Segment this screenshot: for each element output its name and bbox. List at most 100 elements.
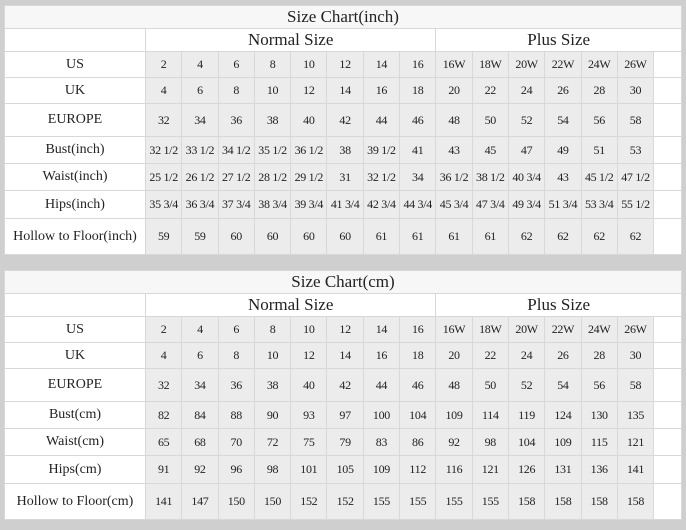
group-plus-size: Plus Size [435,28,682,52]
size-value: 51 3/4 [544,190,582,219]
size-value: 72 [253,428,292,456]
size-value: 12 [326,316,364,343]
size-value: 10 [253,77,292,104]
size-value: 16W [435,51,473,78]
size-value: 158 [544,483,582,520]
size-value: 16W [435,316,473,343]
size-value: 42 [326,368,364,402]
size-value: 16 [399,316,437,343]
size-value: 22W [544,51,582,78]
group-normal-size: Normal Size [144,293,437,317]
size-value: 36 3/4 [181,190,219,219]
size-value: 141 [144,483,183,520]
size-value: 49 3/4 [507,190,546,219]
size-value: 50 [471,368,509,402]
table-title: Size Chart(cm) [4,270,682,294]
size-value: 158 [507,483,546,520]
size-value: 54 [544,368,582,402]
size-table: Size Chart(inch) Normal Size Plus Size US… [4,5,682,255]
size-value: 42 3/4 [362,190,401,219]
table-row: UK 4 6 8 10 12 14 16 18 20 22 24 26 28 30 [4,77,682,104]
corner-cell [4,293,146,317]
size-value: 45 3/4 [435,190,473,219]
size-value: 155 [362,483,401,520]
size-value: 112 [399,455,437,484]
spacer-cell [653,103,682,137]
size-value: 96 [217,455,255,484]
size-value: 14 [326,77,364,104]
size-value: 82 [144,401,183,429]
size-value: 26W [616,51,655,78]
size-value: 109 [362,455,401,484]
size-value: 121 [616,428,655,456]
size-value: 61 [435,218,473,255]
size-value: 20 [435,342,473,369]
size-value: 100 [362,401,401,429]
size-value: 61 [362,218,401,255]
size-value: 24W [580,316,618,343]
size-value: 158 [616,483,655,520]
size-value: 38 [253,368,292,402]
size-value: 41 3/4 [326,190,364,219]
size-value: 28 [580,342,618,369]
size-value: 50 [471,103,509,137]
table-row: Hollow to Floor(cm) 141 147 150 150 152 152 155… [4,483,682,520]
size-value: 40 3/4 [507,163,546,191]
size-value: 121 [471,455,509,484]
size-value: 16 [362,342,401,369]
size-value: 32 1/2 [362,163,401,191]
size-value: 59 [144,218,183,255]
size-value: 31 [326,163,364,191]
size-value: 6 [181,77,219,104]
size-value: 93 [290,401,328,429]
size-value: 22W [544,316,582,343]
size-value: 16 [399,51,437,78]
table-row: EUROPE 32 34 36 38 40 42 44 46 48 50 52 54 56 58 [4,103,682,137]
size-value: 22 [471,77,509,104]
size-value: 6 [217,316,255,343]
size-value: 150 [217,483,255,520]
size-value: 47 1/2 [616,163,655,191]
size-value: 4 [144,342,183,369]
size-value: 109 [544,428,582,456]
size-value: 62 [580,218,618,255]
table-row: EUROPE 32 34 36 38 40 42 44 46 48 50 52 54 56 58 [4,368,682,402]
size-value: 2 [144,316,183,343]
row-label: Bust(cm) [4,401,146,429]
size-value: 30 [616,77,655,104]
size-value: 24 [507,77,546,104]
size-value: 12 [290,77,328,104]
size-value: 37 3/4 [217,190,255,219]
size-value: 28 1/2 [253,163,292,191]
size-value: 18 [399,77,437,104]
row-label: Hips(cm) [4,455,146,484]
size-value: 152 [290,483,328,520]
size-chart-inch: Size Chart(inch) Normal Size Plus Size US… [4,5,682,255]
size-value: 62 [544,218,582,255]
size-value: 119 [507,401,546,429]
row-label: Hollow to Floor(cm) [4,483,146,520]
size-value: 92 [435,428,473,456]
size-value: 12 [290,342,328,369]
size-value: 104 [507,428,546,456]
table-row: Hips(inch) 35 3/4 36 3/4 37 3/4 38 3/4 39 3/4… [4,190,682,219]
size-value: 6 [181,342,219,369]
size-value: 36 [217,368,255,402]
size-value: 131 [544,455,582,484]
corner-cell [4,28,146,52]
row-label: UK [4,342,146,369]
size-value: 16 [362,77,401,104]
row-label: EUROPE [4,368,146,402]
size-value: 124 [544,401,582,429]
size-value: 56 [580,368,618,402]
size-value: 4 [181,316,219,343]
size-value: 36 1/2 [435,163,473,191]
size-value: 90 [253,401,292,429]
table-row: Hips(cm) 91 92 96 98 101 105 109 112 116 121 126 131… [4,455,682,484]
size-value: 14 [362,51,401,78]
size-value: 43 [435,136,473,164]
size-value: 60 [217,218,255,255]
size-value: 46 [399,103,437,137]
size-table: Size Chart(cm) Normal Size Plus Size US 2 4… [4,270,682,520]
size-chart-cm: Size Chart(cm) Normal Size Plus Size US 2 4… [4,270,682,520]
